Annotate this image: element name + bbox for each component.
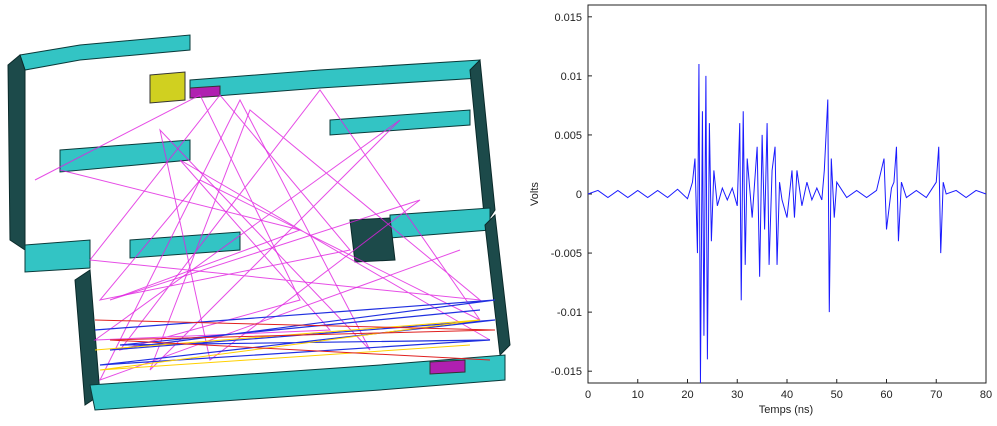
x-axis-label: Temps (ns) xyxy=(759,404,813,416)
y-tick-label: -0.015 xyxy=(551,366,582,378)
rays xyxy=(94,319,496,361)
x-tick-label: 40 xyxy=(781,389,793,401)
wall xyxy=(189,85,221,99)
wall xyxy=(7,54,26,251)
x-tick-label: 30 xyxy=(731,389,743,401)
x-tick-label: 20 xyxy=(681,389,693,401)
x-tick-label: 0 xyxy=(585,389,591,401)
y-tick-label: -0.005 xyxy=(551,248,582,260)
wall xyxy=(469,58,496,227)
y-tick-label: 0.005 xyxy=(554,130,582,142)
rays xyxy=(34,89,491,371)
x-tick-label: 10 xyxy=(632,389,644,401)
wall xyxy=(59,139,191,173)
wall xyxy=(189,59,481,99)
x-tick-label: 50 xyxy=(831,389,843,401)
x-tick-label: 70 xyxy=(930,389,942,401)
y-tick-label: 0 xyxy=(576,189,582,201)
wall xyxy=(329,109,471,136)
rays xyxy=(59,98,461,381)
x-tick-label: 60 xyxy=(880,389,892,401)
wall xyxy=(89,354,506,411)
wall xyxy=(19,34,191,71)
y-tick-label: 0.015 xyxy=(554,12,582,24)
wall xyxy=(149,71,186,104)
y-tick-label: -0.01 xyxy=(557,307,582,319)
wall xyxy=(349,217,396,263)
building-render xyxy=(7,34,511,411)
plot-frame xyxy=(587,4,987,384)
x-tick-label: 80 xyxy=(980,389,992,401)
wall xyxy=(24,239,91,273)
signal-line xyxy=(587,64,987,384)
wall xyxy=(429,359,466,375)
y-tick-label: 0.01 xyxy=(561,71,582,83)
y-axis-label: Volts xyxy=(529,182,541,206)
wall xyxy=(484,213,511,357)
